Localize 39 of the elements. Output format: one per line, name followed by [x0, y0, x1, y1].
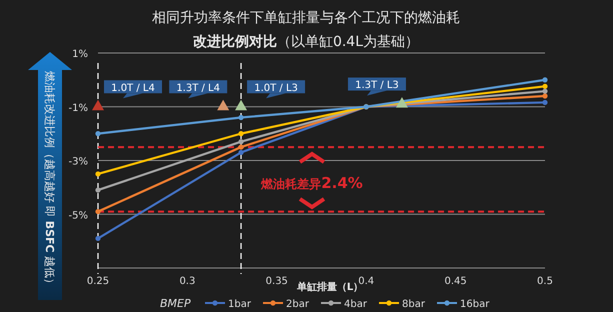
point [95, 171, 101, 177]
point [542, 100, 548, 106]
x-tick-label: 0.25 [86, 276, 110, 287]
annotation: 燃油耗差异2.4% [260, 174, 363, 192]
chart-subtitle: 改进比例对比（以单缸0.4L为基础） [192, 34, 420, 50]
legend-label: 4bar [344, 299, 368, 310]
point [542, 93, 548, 99]
point [238, 144, 244, 150]
point [238, 139, 244, 144]
chart-title: 相同升功率条件下单缸排量与各个工况下的燃油耗 [152, 10, 460, 26]
point [238, 114, 244, 120]
x-tick-label: 0.4 [358, 276, 374, 287]
x-tick-label: 0.35 [266, 276, 288, 287]
point [238, 131, 244, 136]
y-tick-label: 1% [72, 49, 88, 60]
y-tick-label: -5% [68, 210, 88, 222]
y-axis-title: 燃油耗改进比例（越高越好 即 BSFC 越低） [43, 71, 56, 290]
x-tick-label: 0.5 [537, 276, 553, 287]
annotation: 1.0T / L4 [111, 82, 155, 94]
point [95, 236, 101, 242]
legend-label: 8bar [402, 299, 426, 310]
point [95, 187, 101, 193]
point [542, 84, 548, 89]
x-tick-label: 0.3 [179, 276, 196, 287]
y-tick-label: -3% [68, 156, 88, 168]
annotation: 1.3T / L4 [176, 82, 220, 94]
legend-label: 1bar [228, 299, 252, 310]
point [95, 131, 101, 136]
point [542, 88, 548, 94]
x-tick-label: 0.45 [444, 276, 467, 287]
legend-label: 2bar [286, 299, 310, 310]
y-tick-label: -1% [68, 102, 88, 114]
point [95, 208, 101, 214]
point [238, 150, 244, 156]
annotation: 1.3T / L3 [355, 80, 399, 92]
point [542, 77, 548, 82]
annotation: 1.0T / L3 [254, 82, 298, 94]
legend-label: 16bar [460, 299, 490, 310]
legend-title: BMEP [160, 297, 191, 310]
